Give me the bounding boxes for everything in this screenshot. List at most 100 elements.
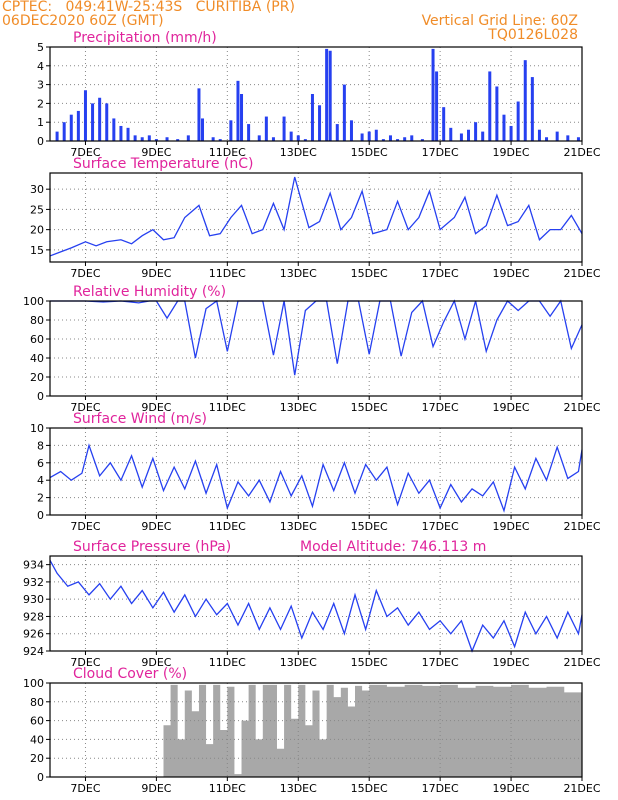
y-tick-label: 80 xyxy=(30,696,44,709)
precip-bar xyxy=(318,105,322,141)
x-tick-label: 11DEC xyxy=(209,401,246,414)
y-tick-label: 924 xyxy=(23,645,44,658)
x-tick-label: 7DEC xyxy=(70,520,100,533)
x-tick-label: 15DEC xyxy=(351,146,388,159)
precip-bar xyxy=(537,129,541,141)
panel-title: Relative Humidity (%) xyxy=(73,284,226,300)
precip-bar xyxy=(367,131,371,141)
panel-title: Surface Pressure (hPa) xyxy=(73,539,231,555)
precip-bar xyxy=(176,139,180,141)
header-date: 06DEC2020 60Z (GMT) xyxy=(2,13,164,29)
y-tick-label: 8 xyxy=(37,439,44,452)
x-tick-label: 17DEC xyxy=(422,146,459,159)
precip-bar xyxy=(431,48,435,141)
precip-bar xyxy=(342,84,346,141)
y-tick-label: 30 xyxy=(30,183,44,196)
y-tick-label: 934 xyxy=(23,559,44,572)
precip-bar xyxy=(325,48,329,141)
x-tick-label: 17DEC xyxy=(422,520,459,533)
model-altitude-label: Model Altitude: 746.113 m xyxy=(300,539,486,555)
x-tick-label: 13DEC xyxy=(280,146,317,159)
x-tick-label: 9DEC xyxy=(141,520,171,533)
precip-bar xyxy=(467,129,471,141)
series-line xyxy=(49,560,583,653)
y-tick-label: 0 xyxy=(37,771,44,784)
panel-title: Cloud Cover (%) xyxy=(73,666,187,682)
precip-bar xyxy=(247,124,251,141)
x-tick-label: 7DEC xyxy=(70,267,100,280)
y-tick-label: 0 xyxy=(37,509,44,522)
precip-bar xyxy=(264,116,268,141)
precip-bar xyxy=(349,120,353,141)
y-tick-label: 20 xyxy=(30,371,44,384)
precip-bar xyxy=(530,77,534,141)
x-tick-label: 19DEC xyxy=(493,267,530,280)
panel-title: Surface Wind (m/s) xyxy=(73,411,207,427)
y-tick-label: 4 xyxy=(37,60,44,73)
precip-bar xyxy=(83,90,87,141)
precip-bar xyxy=(76,110,80,141)
x-tick-label: 17DEC xyxy=(422,782,459,795)
precip-bar xyxy=(91,103,95,141)
precip-bar xyxy=(105,103,109,141)
y-tick-label: 5 xyxy=(37,41,44,54)
precip-bar xyxy=(303,139,307,141)
precip-bar xyxy=(403,137,407,141)
precip-bar xyxy=(396,139,400,141)
x-tick-label: 15DEC xyxy=(351,401,388,414)
plot-frame xyxy=(49,172,583,263)
precip-bar xyxy=(374,129,378,141)
plot-frame xyxy=(49,300,583,397)
x-tick-label: 15DEC xyxy=(351,520,388,533)
precip-bar xyxy=(154,139,158,141)
x-tick-label: 21DEC xyxy=(563,520,600,533)
y-tick-label: 1 xyxy=(37,116,44,129)
x-tick-label: 11DEC xyxy=(209,146,246,159)
y-tick-label: 932 xyxy=(23,576,44,589)
x-tick-label: 19DEC xyxy=(493,520,530,533)
precip-bar xyxy=(576,137,580,141)
x-tick-label: 13DEC xyxy=(280,267,317,280)
y-tick-label: 926 xyxy=(23,628,44,641)
precip-bar xyxy=(516,101,520,141)
plot-frame xyxy=(49,682,583,778)
precip-bar xyxy=(119,125,123,141)
x-tick-label: 17DEC xyxy=(422,267,459,280)
precip-bar xyxy=(381,139,385,141)
precip-bar xyxy=(566,135,570,141)
panel-title: Surface Temperature (nC) xyxy=(73,156,254,172)
x-tick-label: 11DEC xyxy=(209,656,246,669)
precip-bar xyxy=(165,137,169,141)
x-tick-label: 21DEC xyxy=(563,782,600,795)
x-tick-label: 15DEC xyxy=(351,782,388,795)
y-tick-label: 4 xyxy=(37,474,44,487)
plot-frame xyxy=(49,427,583,516)
precip-bar xyxy=(449,127,453,141)
x-tick-label: 19DEC xyxy=(493,146,530,159)
precip-bar xyxy=(296,135,300,141)
y-tick-label: 60 xyxy=(30,715,44,728)
precip-bar xyxy=(211,137,215,141)
precip-bar xyxy=(147,135,151,141)
x-tick-label: 15DEC xyxy=(351,267,388,280)
precip-bar xyxy=(459,133,463,141)
y-tick-label: 100 xyxy=(23,677,44,690)
y-tick-label: 80 xyxy=(30,314,44,327)
precip-bar xyxy=(218,139,222,141)
precip-bar xyxy=(410,135,414,141)
x-tick-label: 9DEC xyxy=(141,656,171,669)
precip-bar xyxy=(502,114,506,141)
x-tick-label: 13DEC xyxy=(280,656,317,669)
precip-bar xyxy=(388,135,392,141)
precip-bar xyxy=(420,139,424,141)
series-line xyxy=(49,176,583,257)
y-tick-label: 20 xyxy=(30,752,44,765)
precip-bar xyxy=(271,137,275,141)
x-tick-label: 9DEC xyxy=(141,146,171,159)
x-tick-label: 19DEC xyxy=(493,656,530,669)
precip-bar xyxy=(495,86,499,141)
x-tick-label: 19DEC xyxy=(493,401,530,414)
x-tick-label: 19DEC xyxy=(493,782,530,795)
y-tick-label: 15 xyxy=(30,244,44,257)
x-tick-label: 21DEC xyxy=(563,146,600,159)
